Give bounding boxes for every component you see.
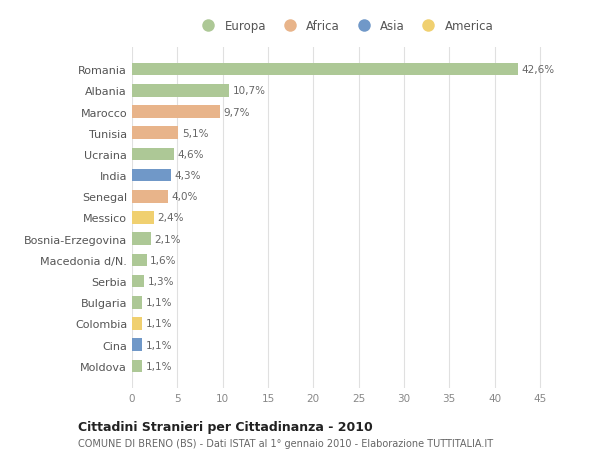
Text: 1,1%: 1,1%	[146, 319, 172, 329]
Text: 1,1%: 1,1%	[146, 340, 172, 350]
Text: 4,3%: 4,3%	[175, 171, 201, 181]
Bar	[132, 339, 142, 351]
Text: COMUNE DI BRENO (BS) - Dati ISTAT al 1° gennaio 2010 - Elaborazione TUTTITALIA.I: COMUNE DI BRENO (BS) - Dati ISTAT al 1° …	[78, 438, 493, 448]
Bar	[132, 233, 151, 246]
Bar	[132, 190, 168, 203]
Bar	[132, 212, 154, 224]
Text: 1,1%: 1,1%	[146, 297, 172, 308]
Text: 1,1%: 1,1%	[146, 361, 172, 371]
Bar	[132, 318, 142, 330]
Text: Cittadini Stranieri per Cittadinanza - 2010: Cittadini Stranieri per Cittadinanza - 2…	[78, 420, 373, 433]
Text: 1,6%: 1,6%	[150, 255, 176, 265]
Text: 2,1%: 2,1%	[155, 234, 181, 244]
Text: 5,1%: 5,1%	[182, 129, 208, 139]
Bar	[132, 296, 142, 309]
Text: 2,4%: 2,4%	[157, 213, 184, 223]
Bar	[132, 64, 518, 76]
Bar	[132, 85, 229, 97]
Text: 9,7%: 9,7%	[224, 107, 250, 117]
Text: 1,3%: 1,3%	[148, 276, 174, 286]
Legend: Europa, Africa, Asia, America: Europa, Africa, Asia, America	[193, 17, 497, 37]
Bar	[132, 169, 171, 182]
Text: 10,7%: 10,7%	[233, 86, 266, 96]
Bar	[132, 275, 144, 288]
Bar	[132, 360, 142, 372]
Text: 42,6%: 42,6%	[522, 65, 555, 75]
Text: 4,6%: 4,6%	[178, 150, 204, 160]
Bar	[132, 106, 220, 118]
Bar	[132, 254, 146, 267]
Text: 4,0%: 4,0%	[172, 192, 198, 202]
Bar	[132, 148, 173, 161]
Bar	[132, 127, 178, 140]
